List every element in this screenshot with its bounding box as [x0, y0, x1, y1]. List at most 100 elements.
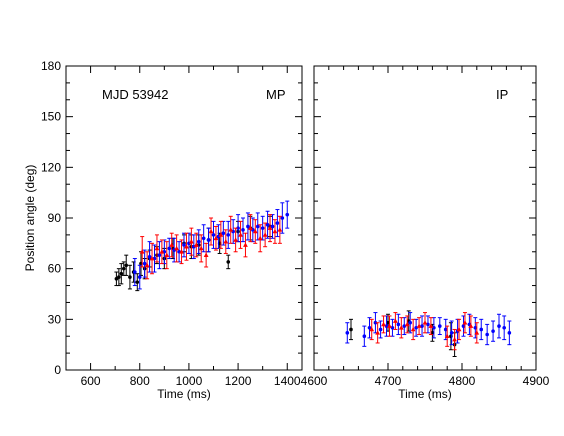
x-tick-label: 1200	[225, 374, 252, 388]
data-point	[179, 239, 184, 265]
y-tick-label: 180	[41, 59, 61, 73]
data-point	[272, 219, 278, 244]
x-tick-label: 4800	[449, 374, 476, 388]
data-point	[147, 241, 152, 273]
circle-marker	[349, 327, 353, 332]
left-tick-labels: 600 800 1000 1200 1400 0 30 60 90 120 150 180	[41, 59, 301, 388]
data-point	[491, 320, 496, 342]
data-point	[247, 214, 253, 243]
triangle-marker	[159, 249, 165, 254]
data-point	[169, 232, 175, 258]
data-point	[144, 251, 150, 280]
circle-marker	[246, 224, 250, 229]
triangle-marker	[139, 249, 145, 254]
data-point	[285, 200, 290, 229]
data-point	[265, 210, 270, 239]
triangle-marker	[188, 239, 194, 244]
triangle-marker	[174, 245, 180, 251]
circle-marker	[384, 324, 389, 328]
data-point	[245, 212, 250, 241]
triangle-marker	[169, 242, 175, 247]
x-tick-label: 4900	[523, 374, 550, 388]
circle-marker	[502, 325, 506, 330]
triangle-marker	[203, 252, 209, 257]
circle-marker	[280, 216, 285, 220]
data-point	[277, 215, 283, 244]
data-point	[375, 322, 381, 344]
triangle-marker	[428, 323, 434, 328]
data-point	[262, 222, 268, 248]
triangle-marker	[228, 227, 234, 232]
y-tick-label: 150	[41, 110, 61, 124]
data-point	[218, 220, 224, 249]
data-point	[149, 242, 155, 275]
triangle-marker	[164, 252, 170, 257]
data-point	[410, 318, 416, 341]
triangle-marker	[243, 242, 248, 247]
circle-marker	[211, 233, 216, 237]
data-point	[164, 241, 170, 270]
x-tick-label: 600	[81, 374, 101, 388]
data-point	[479, 318, 484, 341]
data-point	[257, 224, 263, 253]
circle-marker	[497, 324, 501, 328]
data-point	[211, 220, 216, 249]
x-tick-label: 4600	[301, 374, 328, 388]
data-point	[226, 220, 231, 249]
data-point	[452, 328, 457, 351]
circle-marker	[275, 221, 280, 225]
data-point	[345, 322, 350, 344]
circle-marker	[147, 255, 152, 259]
data-point	[154, 234, 160, 263]
circle-marker	[386, 320, 390, 325]
triangle-marker	[144, 262, 150, 268]
circle-marker	[157, 253, 162, 257]
data-point	[184, 232, 189, 261]
triangle-marker	[474, 330, 480, 335]
triangle-marker	[456, 326, 462, 332]
triangle-marker	[369, 326, 375, 332]
data-point	[193, 232, 199, 258]
data-point	[428, 317, 434, 336]
triangle-marker	[452, 337, 457, 342]
triangle-marker	[179, 249, 184, 254]
circle-marker	[420, 324, 424, 328]
data-point	[404, 315, 410, 334]
circle-marker	[396, 322, 401, 327]
triangle-marker	[247, 225, 253, 230]
circle-marker	[485, 332, 489, 337]
triangle-marker	[422, 320, 428, 325]
data-point	[378, 320, 383, 339]
data-point	[420, 315, 425, 337]
x-tick-label: 800	[130, 374, 150, 388]
circle-marker	[438, 324, 442, 328]
circle-marker	[461, 324, 466, 328]
data-point	[221, 220, 226, 246]
data-point	[142, 249, 147, 278]
data-point	[497, 313, 501, 339]
triangle-marker	[223, 239, 229, 244]
triangle-marker	[218, 232, 224, 237]
x-tick-label: 1000	[176, 374, 203, 388]
circle-marker	[285, 212, 290, 217]
data-point	[275, 209, 280, 238]
circle-marker	[265, 222, 270, 227]
circle-marker	[137, 275, 142, 279]
data-point	[267, 214, 273, 243]
y-tick-label: 30	[48, 312, 62, 326]
y-axis-label: Position angle (deg)	[23, 165, 37, 272]
left-panel: 600 800 1000 1200 1400 0 30 60 90 120 150 180 MJD 5…	[23, 59, 303, 401]
data-point	[121, 261, 126, 276]
circle-marker	[142, 261, 147, 266]
data-point	[159, 239, 165, 265]
data-point	[137, 264, 142, 290]
x-tick-label: 4700	[375, 374, 402, 388]
triangle-marker	[252, 228, 258, 234]
circle-marker	[390, 325, 395, 330]
right-data-points	[345, 310, 512, 357]
left-x-axis-label: Time (ms)	[157, 387, 211, 401]
triangle-marker	[233, 237, 239, 242]
circle-marker	[373, 320, 378, 325]
circle-marker	[345, 331, 350, 335]
circle-marker	[124, 263, 129, 268]
